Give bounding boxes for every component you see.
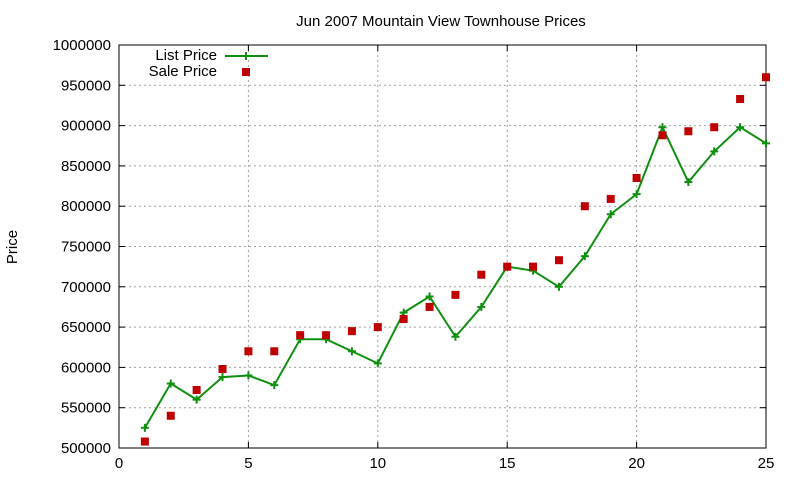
y-tick-label: 1000000	[53, 37, 111, 54]
legend-label-list-price: List Price	[155, 47, 217, 64]
list-price-point	[425, 292, 434, 301]
sale-price-point	[322, 331, 331, 340]
y-tick-label: 550000	[61, 400, 111, 417]
legend-marker-sale-price	[242, 68, 250, 76]
list-price-point	[580, 252, 589, 261]
series-layer	[140, 73, 770, 446]
sale-price-point	[451, 290, 460, 299]
x-tick-label: 15	[499, 455, 516, 472]
sale-price-point	[606, 194, 615, 203]
sale-price-point	[244, 347, 253, 356]
sale-price-point	[684, 127, 693, 136]
list-price-point	[270, 381, 279, 390]
sale-price-point	[580, 202, 589, 211]
y-tick-label: 500000	[61, 440, 111, 457]
list-price-point	[218, 373, 227, 382]
sale-price-point	[399, 315, 408, 324]
x-tick-label: 25	[758, 455, 775, 472]
sale-price-point	[658, 131, 667, 140]
y-axis-label: Price	[4, 230, 21, 264]
list-price-point	[373, 359, 382, 368]
list-price-point	[192, 395, 201, 404]
list-price-point	[451, 332, 460, 341]
list-price-point	[166, 379, 175, 388]
y-tick-label: 750000	[61, 239, 111, 256]
sale-price-point	[529, 262, 538, 271]
sale-price-point	[166, 411, 175, 420]
sale-price-point	[140, 437, 149, 446]
chart-title: Jun 2007 Mountain View Townhouse Prices	[296, 13, 586, 30]
sale-price-point	[503, 262, 512, 271]
list-price-point	[684, 178, 693, 187]
list-price-point	[140, 423, 149, 432]
list-price-point	[347, 347, 356, 356]
legend-marker-list-price	[242, 52, 250, 60]
legend: List Price Sale Price	[149, 47, 268, 80]
list-price-line	[144, 124, 767, 429]
legend-swatches	[225, 52, 268, 76]
y-tick-label: 650000	[61, 319, 111, 336]
list-price-point	[632, 190, 641, 199]
list-price-point	[606, 210, 615, 219]
sale-price-point	[477, 270, 486, 279]
list-price-point	[244, 371, 253, 380]
y-tick-label: 600000	[61, 359, 111, 376]
y-tick-label: 950000	[61, 77, 111, 94]
sale-price-point	[347, 327, 356, 336]
x-tick-label: 0	[115, 455, 123, 472]
list-price-point	[658, 123, 667, 132]
sale-price-point	[632, 173, 641, 182]
list-price-point	[554, 282, 563, 291]
x-tick-label: 10	[369, 455, 386, 472]
y-tick-label: 800000	[61, 198, 111, 215]
plot-frame	[118, 44, 767, 449]
list-price-point	[477, 302, 486, 311]
sale-price-point	[192, 385, 201, 394]
sale-price-point	[270, 347, 279, 356]
grid-lines	[119, 45, 766, 448]
sale-price-point	[218, 365, 227, 374]
sale-price-point	[762, 73, 770, 82]
x-tick-label: 20	[628, 455, 645, 472]
sale-price-point	[710, 123, 719, 132]
axis-ticks: 500000 550000 600000 650000 700000 750000 8000…	[53, 37, 775, 472]
list-price-point	[710, 147, 719, 156]
y-tick-label: 850000	[61, 158, 111, 175]
list-price-point	[762, 139, 770, 148]
sale-price-point	[736, 95, 745, 104]
sale-price-point	[554, 256, 563, 265]
y-tick-label: 900000	[61, 118, 111, 135]
y-tick-label: 700000	[61, 279, 111, 296]
list-price-point	[736, 123, 745, 132]
legend-label-sale-price: Sale Price	[149, 63, 217, 80]
x-tick-label: 5	[244, 455, 252, 472]
sale-price-point	[296, 331, 305, 340]
sale-price-point	[373, 323, 382, 332]
sale-price-point	[425, 302, 434, 311]
